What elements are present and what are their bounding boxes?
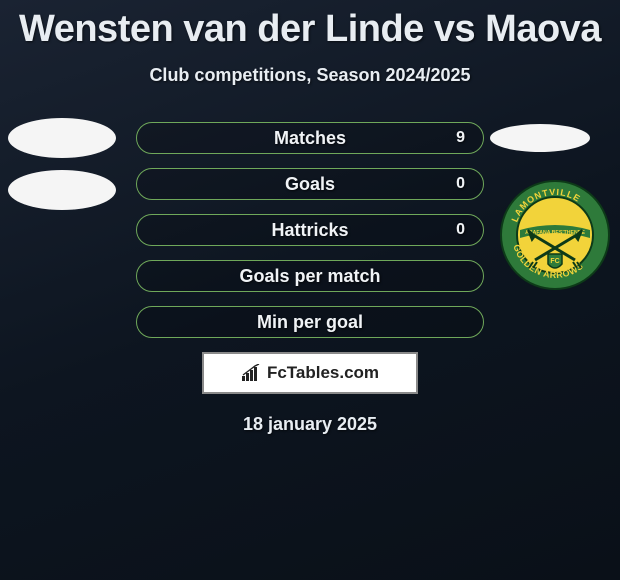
stat-value-right: 0 [456,175,465,193]
left-avatars [8,118,116,222]
bars-icon [241,364,263,382]
brand-text: FcTables.com [267,363,379,383]
stat-value-right: 9 [456,129,465,147]
date-text: 18 january 2025 [0,414,620,435]
stat-row-mpg: Min per goal [136,306,484,338]
right-small-placeholder [490,124,590,152]
player2-avatar-placeholder [8,170,116,210]
stat-label: Hattricks [271,220,348,241]
stat-label: Min per goal [257,312,363,333]
svg-text:FC: FC [550,258,559,265]
club-badge: LAMONTVILLE GOLDEN ARROWS ABAFANA BES'TH… [500,180,610,290]
stat-row-hattricks: Hattricks 0 [136,214,484,246]
page-subtitle: Club competitions, Season 2024/2025 [0,65,620,86]
stat-label: Goals per match [239,266,380,287]
stat-label: Goals [285,174,335,195]
stat-value-right: 0 [456,221,465,239]
stat-label: Matches [274,128,346,149]
stat-row-matches: Matches 9 [136,122,484,154]
stat-row-goals: Goals 0 [136,168,484,200]
stats-container: Matches 9 Goals 0 Hattricks 0 Goals per … [136,122,484,338]
player1-avatar-placeholder [8,118,116,158]
stat-row-gpm: Goals per match [136,260,484,292]
brand-box[interactable]: FcTables.com [202,352,418,394]
page-title: Wensten van der Linde vs Maova [0,0,620,51]
